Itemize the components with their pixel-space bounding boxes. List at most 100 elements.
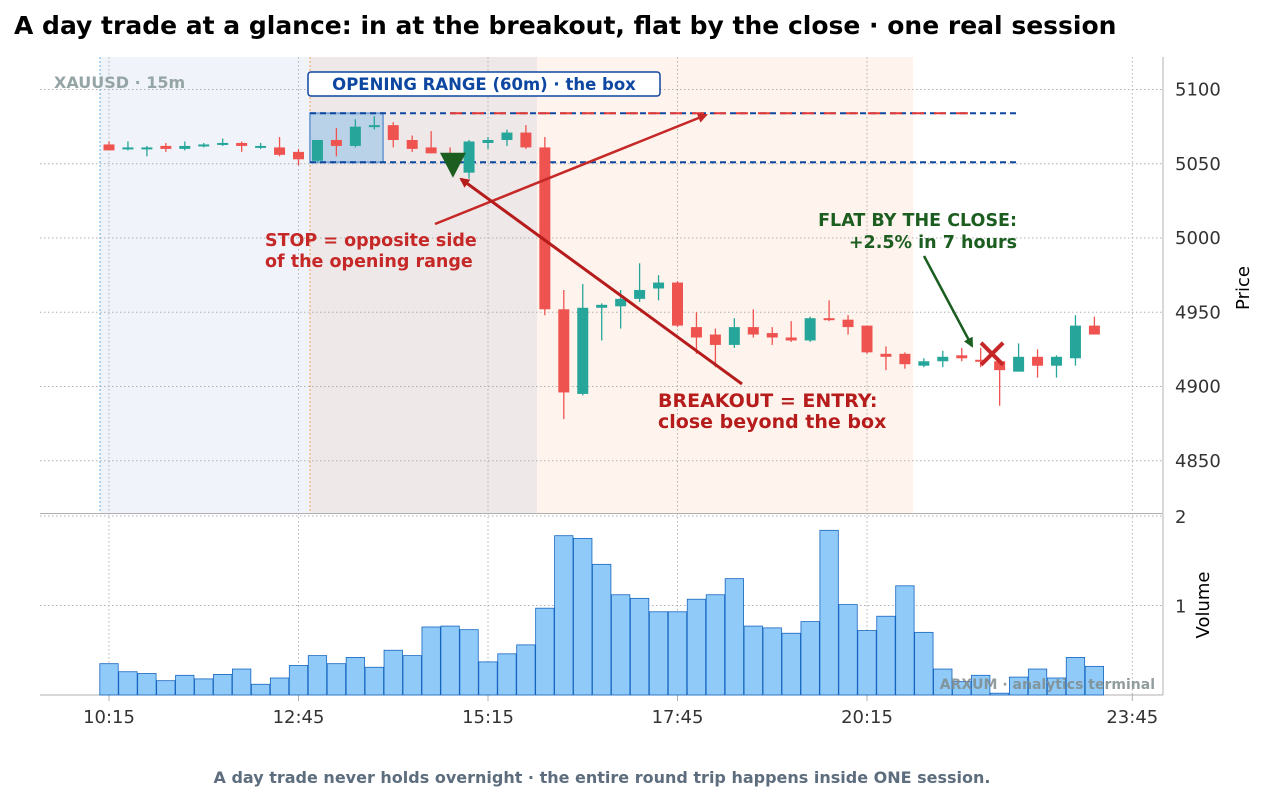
candle (1069, 315, 1081, 366)
volume-bar (611, 594, 631, 696)
candle-body (918, 361, 930, 366)
volume-bar (838, 604, 858, 696)
volume-bar (724, 578, 744, 696)
candle (103, 141, 115, 151)
volume-bar (1065, 657, 1086, 696)
candle (634, 263, 646, 302)
volume-bar (175, 674, 195, 696)
volume-bar (194, 678, 214, 696)
watermark: ARXUM · analytics terminal (940, 677, 1155, 693)
x-tick-label: 20:15 (841, 707, 893, 728)
candle (311, 139, 323, 163)
candle (330, 128, 342, 157)
volume-bar (971, 674, 991, 696)
flat-label-line-1: FLAT BY THE CLOSE: (818, 211, 1017, 231)
candle (747, 309, 759, 338)
breakout-arrow (459, 177, 743, 386)
volume-bar (743, 625, 763, 696)
volume-bar (497, 653, 517, 696)
session-shading (99, 57, 913, 513)
volume-bar (554, 535, 574, 696)
candle-body (596, 304, 608, 308)
volume-bar (573, 537, 593, 696)
candle (880, 346, 892, 371)
volume-bar (1027, 668, 1048, 696)
stop-arrow (434, 113, 708, 226)
instrument-label: XAUUSD · 15m (54, 73, 185, 92)
candle (368, 116, 380, 130)
candle (520, 125, 532, 149)
volume-bar (933, 668, 953, 696)
candle-body (899, 353, 911, 365)
volume-tick-label: 2 (1175, 507, 1186, 528)
candle (179, 141, 191, 151)
volume-bar (667, 611, 688, 696)
volume-bar (895, 585, 915, 696)
candle (122, 141, 134, 151)
volume-bar (364, 666, 384, 696)
candle-body (179, 145, 191, 149)
entry-marker-triangle-icon (439, 152, 466, 178)
price-tick-label: 4900 (1175, 377, 1221, 398)
candle-body (804, 318, 816, 341)
volume-bar (800, 621, 820, 696)
price-axis-label: Price (1233, 266, 1254, 310)
exit-x-stroke-2 (979, 341, 1005, 367)
candle-body (387, 125, 399, 140)
volume-bar (1046, 677, 1067, 696)
volume-bars (99, 529, 1104, 696)
candle-body (1069, 325, 1081, 359)
volume-bar (781, 632, 801, 696)
candle-body (1032, 356, 1044, 366)
candle (501, 129, 513, 146)
candle (160, 142, 172, 152)
candle (349, 119, 361, 148)
x-tick-label: 17:45 (652, 707, 704, 728)
chart-title: A day trade at a glance: in at the break… (14, 11, 1116, 40)
price-tick-label: 5100 (1175, 80, 1221, 101)
opening-range-rect (309, 112, 384, 164)
candle-body (311, 139, 323, 161)
volume-bar (326, 663, 347, 696)
candle-body (501, 132, 513, 140)
candle-body (577, 307, 589, 394)
candle (804, 316, 816, 342)
volume-bar (440, 625, 460, 696)
breakout-label-line-1: BREAKOUT = ENTRY: (658, 390, 878, 412)
candle-body (255, 145, 267, 148)
candle-body (236, 142, 248, 146)
candle (653, 275, 665, 301)
candle (823, 300, 835, 322)
volume-bar (269, 677, 290, 696)
candle (274, 137, 286, 157)
candle-body (368, 125, 380, 128)
volume-bar (914, 631, 934, 696)
volume-bar (459, 629, 479, 696)
candles (103, 116, 1100, 420)
candle-body (463, 141, 475, 173)
candle (406, 135, 418, 152)
candle-body (330, 139, 342, 146)
volume-bar (156, 680, 176, 696)
candle (1088, 316, 1100, 335)
exit-marker-x-icon (979, 341, 1005, 367)
candle-body (141, 147, 153, 150)
candle-body (747, 327, 759, 335)
volume-bar (535, 607, 555, 696)
candle (899, 352, 911, 369)
candle (141, 145, 153, 157)
volume-bar (762, 627, 782, 696)
candle-body (634, 289, 646, 299)
candle-body (842, 319, 854, 328)
candle-body (728, 327, 740, 345)
candle (387, 122, 399, 148)
x-tick-label: 23:45 (1106, 707, 1158, 728)
x-tick-label: 15:15 (462, 707, 514, 728)
candle-body (861, 325, 873, 353)
candle-body (482, 139, 494, 143)
candle (217, 138, 229, 146)
candle-body (160, 145, 172, 149)
candle-body (766, 333, 778, 338)
volume-bar (232, 668, 252, 696)
